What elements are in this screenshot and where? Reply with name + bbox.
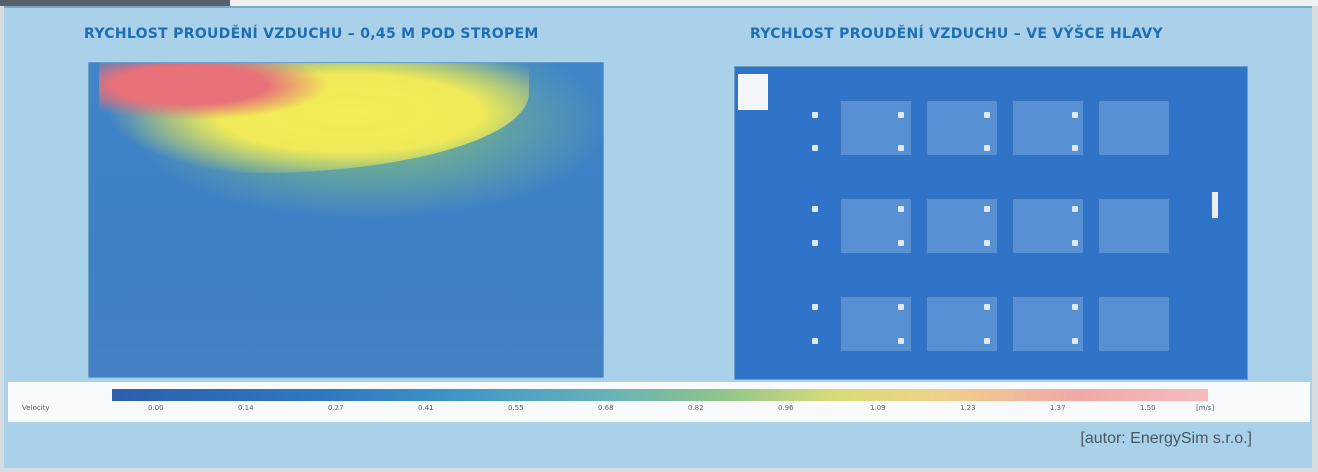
sensor-dot	[1072, 206, 1078, 212]
sensor-dot	[812, 206, 818, 212]
scale-unit: [m/s]	[1196, 404, 1215, 412]
scale-tick: 0.55	[508, 404, 524, 412]
scale-tick: 1.50	[1140, 404, 1156, 412]
top-strip	[0, 0, 1318, 6]
scale-tick: 0.14	[238, 404, 254, 412]
sensor-dot	[1072, 240, 1078, 246]
sensor-dot	[898, 112, 904, 118]
white-marker	[738, 74, 768, 110]
sensor-dot	[984, 206, 990, 212]
desk	[1098, 296, 1170, 352]
sensor-dot	[1072, 338, 1078, 344]
color-scale-bar	[8, 382, 1310, 422]
sensor-dot	[812, 338, 818, 344]
sensor-dot	[812, 145, 818, 151]
sensor-dot	[984, 145, 990, 151]
scale-tick: 0.82	[688, 404, 704, 412]
sensor-dot	[812, 112, 818, 118]
scale-tick: 0.96	[778, 404, 794, 412]
sensor-dot	[812, 240, 818, 246]
top-strip-dark	[0, 0, 230, 6]
scale-tick: 0.68	[598, 404, 614, 412]
scale-tick: 1.09	[870, 404, 886, 412]
sensor-dot	[898, 206, 904, 212]
sensor-dot	[984, 304, 990, 310]
sensor-dot	[984, 240, 990, 246]
sensor-dot	[1072, 145, 1078, 151]
sensor-dot	[898, 240, 904, 246]
scale-tick: 1.37	[1050, 404, 1066, 412]
sensor-dot	[898, 145, 904, 151]
left-map-title: RYCHLOST PROUDĚNÍ VZDUCHU – 0,45 M POD S…	[84, 26, 539, 42]
color-gradient	[112, 389, 1208, 401]
scale-tick: 0.27	[328, 404, 344, 412]
sensor-dot	[898, 304, 904, 310]
desk	[1098, 100, 1170, 156]
sensor-dot	[898, 338, 904, 344]
light-marker	[1212, 192, 1218, 218]
sensor-dot	[812, 304, 818, 310]
sensor-dot	[984, 338, 990, 344]
desk	[1012, 100, 1084, 156]
sensor-dot	[984, 112, 990, 118]
scale-label: Velocity	[22, 404, 50, 412]
scale-tick: 1.23	[960, 404, 976, 412]
scale-tick: 0.41	[418, 404, 434, 412]
sensor-dot	[1072, 112, 1078, 118]
desk	[840, 100, 912, 156]
author-credit: [autor: EnergySim s.r.o.]	[1080, 430, 1252, 447]
right-map-title: RYCHLOST PROUDĚNÍ VZDUCHU – VE VÝŠCE HLA…	[750, 26, 1163, 42]
scale-tick: 0.00	[148, 404, 164, 412]
sensor-dot	[1072, 304, 1078, 310]
velocity-map-ceiling	[88, 62, 604, 378]
desk	[1098, 198, 1170, 254]
